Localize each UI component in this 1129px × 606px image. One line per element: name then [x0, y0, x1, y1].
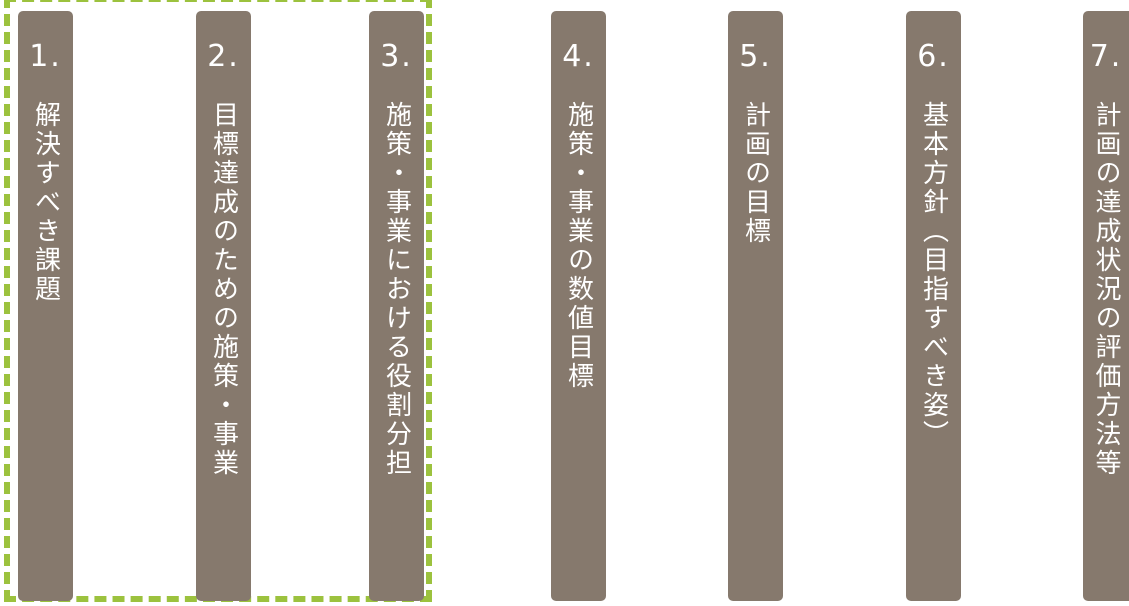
card-number: 2. — [207, 39, 240, 74]
card-3: 3. 施策・事業における役割分担 — [369, 11, 424, 601]
card-number: 7. — [1089, 39, 1123, 74]
card-title: 施策・事業の数値目標 — [563, 101, 594, 391]
card-2: 2. 目標達成のための施策・事業 — [196, 11, 251, 601]
card-number: 6. — [917, 39, 950, 74]
card-title: 計画の目標 — [740, 101, 771, 246]
card-6: 6. 基本方針（目指すべき姿） — [906, 11, 961, 601]
card-number: 3. — [380, 39, 413, 74]
card-title: 基本方針（目指すべき姿） — [918, 101, 949, 449]
card-1: 1. 解決すべき課題 — [18, 11, 73, 601]
card-5: 5. 計画の目標 — [728, 11, 783, 601]
card-number: 4. — [562, 39, 595, 74]
card-title: 施策・事業における役割分担 — [381, 101, 412, 478]
card-title: 解決すべき課題 — [30, 101, 61, 304]
card-title: 計画の達成状況の評価方法等 — [1091, 101, 1121, 478]
card-7: 7. 計画の達成状況の評価方法等 — [1083, 11, 1129, 601]
card-number: 1. — [29, 39, 62, 74]
card-number: 5. — [739, 39, 772, 74]
card-4: 4. 施策・事業の数値目標 — [551, 11, 606, 601]
card-title: 目標達成のための施策・事業 — [208, 101, 239, 478]
